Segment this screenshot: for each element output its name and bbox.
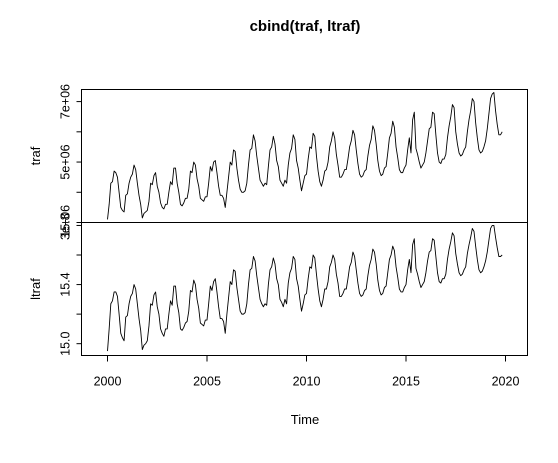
x-tick-label: 2005 — [193, 375, 221, 389]
panel-traf: traf 3e+06 5e+06 7e+06 — [28, 84, 528, 240]
panel-traf-series — [107, 92, 503, 220]
x-tick-label: 2015 — [392, 375, 420, 389]
panel-ltraf-y-axis: 15.0 15.4 15.8 — [59, 213, 82, 356]
panel-traf-ylabel: traf — [28, 146, 43, 165]
ltraf-y-tick-label: 15.0 — [59, 331, 73, 355]
x-axis-label: Time — [291, 412, 319, 427]
panel-ltraf-series — [107, 225, 503, 352]
panel-ltraf-frame — [81, 222, 528, 356]
ltraf-y-tick-label: 15.4 — [59, 272, 73, 296]
x-tick-label: 2020 — [492, 375, 520, 389]
panel-ltraf: ltraf 15.0 15.4 15.8 — [28, 213, 528, 356]
ltraf-y-tick-label: 15.8 — [59, 213, 73, 237]
traf-series-line — [107, 92, 503, 220]
x-axis: 2000 2005 2010 2015 2020 — [94, 355, 520, 389]
panel-ltraf-ylabel: ltraf — [28, 278, 43, 300]
chart-title: cbind(traf, ltraf) — [250, 18, 361, 35]
traf-y-tick-label: 5e+06 — [59, 144, 73, 179]
traf-y-tick-label: 7e+06 — [59, 84, 73, 119]
x-tick-label: 2000 — [94, 375, 122, 389]
traf-y-tick-label: 3e+06 — [59, 205, 73, 240]
panel-traf-y-axis: 3e+06 5e+06 7e+06 — [59, 84, 82, 240]
x-tick-label: 2010 — [293, 375, 321, 389]
ltraf-series-line — [107, 225, 503, 352]
